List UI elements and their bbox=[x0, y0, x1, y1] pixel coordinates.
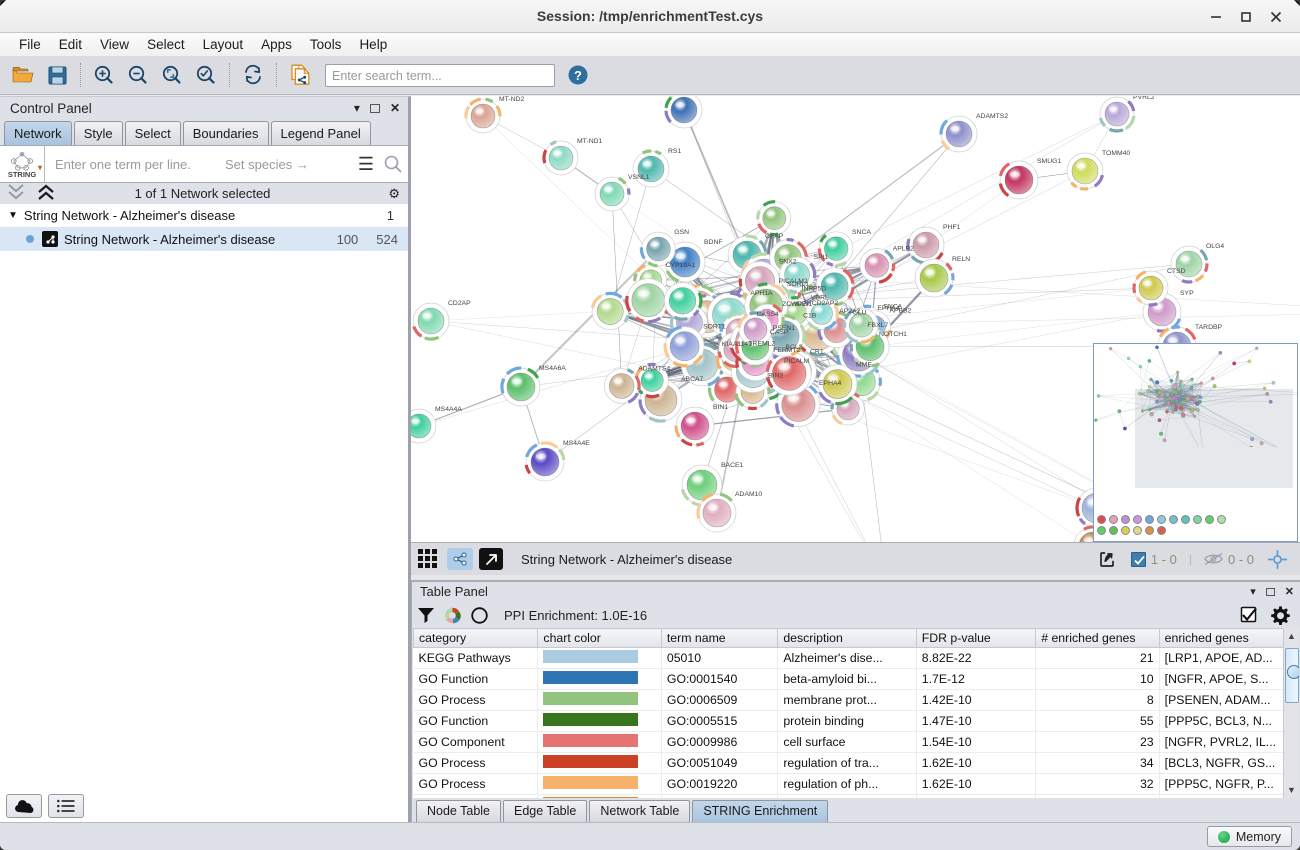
svg-text:MS4A4E: MS4A4E bbox=[563, 440, 590, 447]
svg-text:CYP19A1: CYP19A1 bbox=[666, 262, 696, 269]
svg-text:MS4A6A: MS4A6A bbox=[539, 365, 566, 372]
svg-text:PVRL2: PVRL2 bbox=[1133, 96, 1155, 101]
svg-text:ADAMTS4: ADAMTS4 bbox=[638, 366, 670, 373]
svg-text:BACE1: BACE1 bbox=[721, 462, 744, 469]
svg-text:CASS4: CASS4 bbox=[757, 311, 780, 318]
svg-text:SMUG1: SMUG1 bbox=[1037, 158, 1061, 165]
svg-text:SPI1: SPI1 bbox=[814, 254, 829, 261]
svg-text:RS1: RS1 bbox=[668, 148, 681, 155]
svg-text:ABCA7: ABCA7 bbox=[681, 376, 704, 383]
svg-text:SORT1: SORT1 bbox=[703, 324, 726, 331]
svg-text:BDNF: BDNF bbox=[704, 239, 723, 246]
svg-text:NOTCH1: NOTCH1 bbox=[879, 331, 907, 338]
svg-text:BIN2: BIN2 bbox=[768, 373, 783, 380]
svg-text:RELN: RELN bbox=[952, 256, 970, 263]
svg-text:GSN: GSN bbox=[674, 229, 689, 236]
svg-text:MME: MME bbox=[856, 362, 872, 369]
svg-text:SORL1: SORL1 bbox=[787, 281, 810, 288]
svg-text:APLP2: APLP2 bbox=[893, 246, 914, 253]
svg-text:VDRL: VDRL bbox=[811, 295, 829, 302]
svg-text:SYP: SYP bbox=[1180, 290, 1194, 297]
svg-text:TREML2: TREML2 bbox=[748, 341, 775, 348]
svg-text:SNX2: SNX2 bbox=[779, 259, 797, 266]
svg-text:PHF1: PHF1 bbox=[943, 224, 961, 231]
svg-text:SNCA: SNCA bbox=[852, 229, 871, 236]
svg-text:C1B: C1B bbox=[803, 313, 817, 320]
svg-text:VSNL1: VSNL1 bbox=[628, 174, 650, 181]
svg-text:PSEN1: PSEN1 bbox=[773, 325, 796, 332]
svg-text:EPHA4: EPHA4 bbox=[877, 305, 900, 312]
svg-text:FBXL7: FBXL7 bbox=[867, 322, 888, 329]
svg-text:OLG4: OLG4 bbox=[1206, 243, 1224, 250]
svg-text:EPHA4: EPHA4 bbox=[819, 380, 842, 387]
svg-text:MT-ND2: MT-ND2 bbox=[499, 96, 525, 103]
svg-text:ZCWPW1: ZCWPW1 bbox=[782, 301, 812, 308]
svg-text:CD2AP: CD2AP bbox=[448, 300, 471, 307]
svg-text:GFAP: GFAP bbox=[765, 233, 784, 240]
svg-text:MS4A4A: MS4A4A bbox=[435, 406, 462, 413]
svg-text:FERMT2: FERMT2 bbox=[773, 347, 800, 354]
svg-text:TOMM40: TOMM40 bbox=[1102, 150, 1130, 157]
svg-text:MT-ND1: MT-ND1 bbox=[577, 138, 603, 145]
svg-text:CTSD: CTSD bbox=[1167, 268, 1186, 275]
svg-text:CR1: CR1 bbox=[810, 349, 824, 356]
svg-text:ADAM10: ADAM10 bbox=[735, 491, 762, 498]
svg-text:APH1A: APH1A bbox=[750, 290, 773, 297]
svg-text:?: ? bbox=[574, 68, 582, 83]
svg-text:CLU: CLU bbox=[853, 310, 867, 317]
svg-text:BIN1: BIN1 bbox=[713, 404, 728, 411]
svg-text:TARDBP: TARDBP bbox=[1195, 324, 1223, 331]
svg-text:PICALM: PICALM bbox=[784, 358, 810, 365]
svg-text:ADAMTS2: ADAMTS2 bbox=[976, 113, 1008, 120]
